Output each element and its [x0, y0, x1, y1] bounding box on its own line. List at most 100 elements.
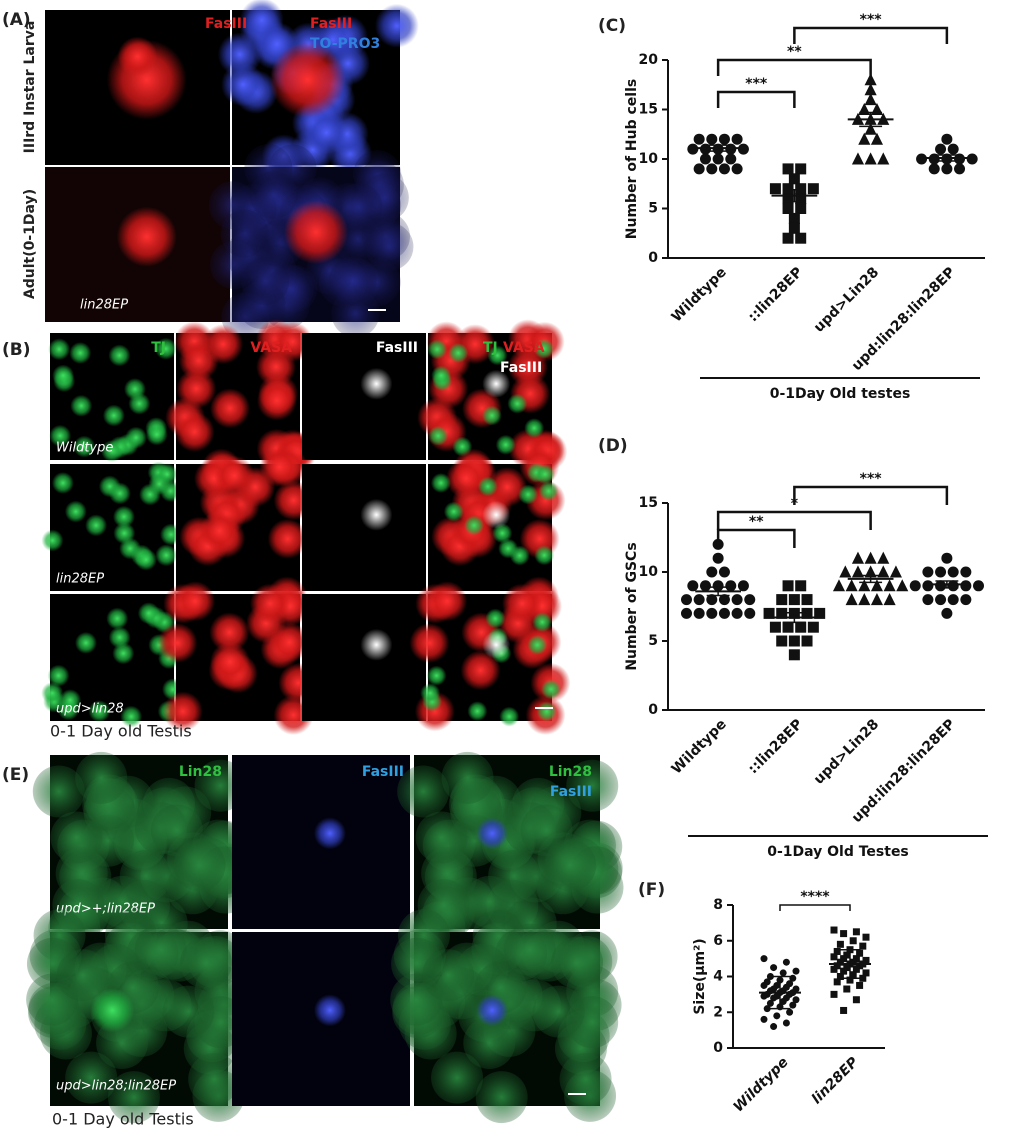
- panel-label: (B): [2, 340, 31, 360]
- x-tick-label: Wildtype: [669, 264, 730, 325]
- data-point: [801, 607, 813, 619]
- data-point: [814, 607, 826, 619]
- stain: [415, 811, 468, 864]
- data-point: [836, 958, 844, 966]
- stain: [162, 691, 203, 732]
- stain: [536, 701, 557, 722]
- data-point: [862, 956, 870, 964]
- data-point: [941, 133, 953, 145]
- stain: [559, 1053, 612, 1106]
- stain: [467, 701, 488, 722]
- stain: [49, 424, 72, 447]
- data-point: [693, 163, 705, 175]
- stain: [430, 472, 451, 493]
- data-point: [851, 565, 865, 578]
- stain: [88, 700, 111, 723]
- stain: [112, 642, 135, 665]
- stain: [476, 817, 509, 850]
- data-point: [788, 173, 800, 185]
- data-point: [782, 163, 794, 175]
- stain: [566, 759, 619, 812]
- stain: [360, 628, 393, 661]
- data-point: [935, 143, 947, 155]
- error-bar: [782, 611, 806, 624]
- data-point: [870, 132, 883, 145]
- data-point: [792, 996, 800, 1004]
- stain: [499, 706, 520, 727]
- data-point: [843, 951, 851, 959]
- data-point: [864, 152, 877, 165]
- stain: [134, 923, 187, 976]
- data-point: [706, 594, 718, 606]
- data-point: [744, 594, 756, 606]
- micrograph-content: [48, 337, 177, 463]
- data-point: [687, 143, 699, 155]
- data-point: [864, 551, 877, 564]
- significance-label: ***: [745, 76, 768, 92]
- micrograph-content: [106, 36, 187, 120]
- stain: [535, 464, 556, 485]
- data-point: [731, 607, 743, 619]
- stain: [544, 839, 597, 892]
- y-tick-label: 8: [713, 897, 723, 913]
- data-point: [947, 580, 959, 592]
- data-point: [807, 183, 819, 195]
- data-point: [916, 153, 928, 165]
- stain: [304, 110, 349, 155]
- data-point: [833, 947, 841, 955]
- data-point: [856, 981, 864, 989]
- stain: [446, 458, 487, 499]
- data-point: [763, 1005, 771, 1013]
- data-point: [830, 990, 838, 998]
- genotype-label: lin28EP: [80, 298, 128, 313]
- stain: [157, 622, 198, 663]
- data-point: [858, 593, 871, 606]
- data-point: [960, 566, 972, 578]
- stain: [427, 339, 448, 360]
- stain: [135, 548, 158, 571]
- data-point: [858, 132, 871, 145]
- data-point: [896, 579, 909, 592]
- stain: [365, 222, 414, 271]
- stain: [482, 369, 511, 398]
- error-bar: [782, 188, 806, 203]
- stain: [431, 365, 452, 386]
- stain: [123, 378, 146, 401]
- data-point: [883, 593, 896, 606]
- stain: [145, 423, 168, 446]
- data-point: [935, 566, 947, 578]
- data-point: [699, 153, 711, 165]
- stain: [112, 505, 135, 528]
- error-bar: [859, 574, 883, 584]
- data-point: [849, 971, 857, 979]
- data-point: [864, 565, 877, 578]
- data-point: [760, 981, 768, 989]
- stain: [267, 518, 308, 559]
- stain: [503, 923, 556, 976]
- data-point: [770, 994, 778, 1002]
- stain: [428, 425, 449, 446]
- stain: [477, 476, 498, 497]
- stain: [443, 501, 464, 522]
- stain: [538, 481, 559, 502]
- y-axis-label: Size(μm²): [692, 938, 708, 1014]
- data-point: [851, 152, 865, 165]
- stain: [524, 418, 545, 439]
- stain: [487, 345, 508, 366]
- significance-bracket: [716, 90, 796, 108]
- data-point: [795, 193, 807, 205]
- data-point: [843, 964, 851, 972]
- stain: [47, 664, 70, 687]
- data-point: [954, 163, 966, 175]
- stain: [431, 1051, 484, 1104]
- channel-label: FasIII: [205, 16, 247, 32]
- stain: [59, 689, 82, 712]
- data-point: [973, 580, 984, 592]
- data-point: [852, 955, 860, 963]
- stain: [532, 985, 585, 1038]
- data-point: [731, 163, 743, 175]
- stain: [420, 683, 441, 704]
- data-point: [763, 607, 775, 619]
- data-point: [883, 579, 896, 592]
- caption: 0-1 Day old Testis: [50, 722, 192, 741]
